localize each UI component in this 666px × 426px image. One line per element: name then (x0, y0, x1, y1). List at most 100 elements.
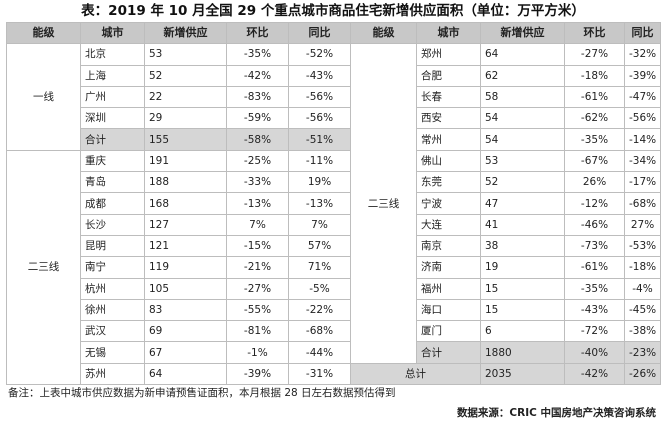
footnote: 备注：上表中城市供应数据为新申请预售证面积，本月根据 28 日左右数据预估得到 (8, 387, 396, 399)
supply-value: 19 (480, 256, 565, 279)
supply-value: 188 (144, 171, 227, 194)
mom-value: 26% (564, 171, 625, 194)
mom-value: -58% (226, 128, 289, 151)
yoy-value: -4% (624, 277, 661, 300)
city-name: 昆明 (80, 234, 145, 258)
table-row: 无锡 67 -1% -44% 合计 1880 -40% -23% (7, 341, 661, 364)
table-row: 广州 22 -83% -56% 长春 58 -61% -47% (7, 85, 661, 109)
yoy-value: -34% (624, 149, 661, 173)
supply-value: 69 (144, 320, 227, 343)
mom-value: -13% (226, 192, 289, 215)
yoy-value: -26% (624, 362, 661, 386)
table-row: 合计 155 -58% -51% 常州 54 -35% -14% (7, 128, 661, 151)
yoy-value: 27% (624, 213, 661, 236)
table-row: 二三线 重庆 191 -25% -11% 佛山 53 -67% -34% (6, 149, 661, 386)
supply-value: 67 (144, 341, 227, 364)
supply-value: 6 (480, 320, 565, 343)
grand-total-label: 总计 (350, 362, 481, 386)
supply-value: 119 (144, 256, 227, 279)
header-yoy: 同比 (288, 21, 351, 45)
mom-value: -72% (564, 320, 625, 343)
supply-value: 83 (144, 298, 227, 322)
supply-value: 64 (480, 43, 565, 66)
supply-value: 38 (480, 234, 565, 258)
mom-value: -27% (564, 43, 625, 66)
yoy-value: -68% (624, 192, 661, 215)
table-row: 深圳 29 -59% -56% 西安 54 -62% -56% (7, 107, 661, 130)
supply-value: 121 (144, 234, 227, 258)
city-name: 宁波 (416, 192, 481, 215)
mom-value: -33% (226, 171, 289, 194)
table-row: 苏州 64 -39% -31% 总计 2035 -42% -26% (7, 362, 661, 386)
yoy-value: -56% (288, 85, 351, 109)
yoy-value: -56% (288, 107, 351, 130)
mom-value: 7% (226, 213, 289, 236)
city-name: 成都 (80, 192, 145, 215)
tier-label-tier23: 二三线 (6, 149, 81, 386)
yoy-value: -32% (624, 43, 661, 66)
mom-value: -59% (226, 107, 289, 130)
yoy-value: -47% (624, 85, 661, 109)
supply-value: 29 (144, 107, 227, 130)
mom-value: -27% (226, 277, 289, 300)
supply-value: 22 (144, 85, 227, 109)
mom-value: -15% (226, 234, 289, 258)
header-yoy: 同比 (624, 21, 661, 45)
table-row: 南宁 119 -21% 71% 济南 19 -61% -18% (7, 256, 661, 279)
city-name: 青岛 (80, 171, 145, 194)
mom-value: -62% (564, 107, 625, 130)
table-row: 长沙 127 7% 7% 大连 41 -46% 27% (7, 213, 661, 236)
yoy-value: -5% (288, 277, 351, 300)
mom-value: -73% (564, 234, 625, 258)
yoy-value: -44% (288, 341, 351, 364)
yoy-value: -56% (624, 107, 661, 130)
yoy-value: -43% (288, 64, 351, 87)
mom-value: -61% (564, 85, 625, 109)
city-name: 杭州 (80, 277, 145, 300)
header-level: 能级 (350, 21, 417, 45)
mom-value: -42% (564, 362, 625, 386)
yoy-value: -13% (288, 192, 351, 215)
header-city: 城市 (416, 21, 481, 45)
subtotal-label: 合计 (80, 128, 145, 151)
supply-table: 能级 城市 新增供应 环比 同比 能级 城市 新增供应 环比 同比 一线 北京 53… (6, 21, 661, 386)
supply-value: 52 (144, 64, 227, 87)
mom-value: -46% (564, 213, 625, 236)
yoy-value: 57% (288, 234, 351, 258)
city-name: 郑州 (416, 43, 481, 66)
mom-value: -40% (564, 341, 625, 364)
city-name: 无锡 (80, 341, 145, 364)
mom-value: -83% (226, 85, 289, 109)
header-level: 能级 (6, 21, 81, 45)
city-name: 武汉 (80, 320, 145, 343)
city-name: 北京 (80, 43, 145, 66)
supply-value: 54 (480, 128, 565, 151)
yoy-value: -38% (624, 320, 661, 343)
mom-value: -42% (226, 64, 289, 87)
header-mom: 环比 (564, 21, 625, 45)
city-name: 苏州 (80, 362, 145, 386)
supply-value: 15 (480, 277, 565, 300)
supply-value: 64 (144, 362, 227, 386)
table-row: 昆明 121 -15% 57% 南京 38 -73% -53% (7, 234, 661, 258)
supply-value: 168 (144, 192, 227, 215)
mom-value: -12% (564, 192, 625, 215)
tier-label-tier23-right: 二三线 (350, 43, 417, 364)
city-name: 西安 (416, 107, 481, 130)
supply-value: 53 (144, 43, 227, 66)
yoy-value: -53% (624, 234, 661, 258)
yoy-value: -51% (288, 128, 351, 151)
supply-value: 15 (480, 298, 565, 322)
supply-value: 1880 (480, 341, 565, 364)
supply-value: 2035 (480, 362, 565, 386)
table-row: 成都 168 -13% -13% 宁波 47 -12% -68% (7, 192, 661, 215)
city-name: 合肥 (416, 64, 481, 87)
mom-value: -35% (564, 277, 625, 300)
supply-value: 53 (480, 149, 565, 173)
mom-value: -21% (226, 256, 289, 279)
city-name: 海口 (416, 298, 481, 322)
city-name: 广州 (80, 85, 145, 109)
city-name: 东莞 (416, 171, 481, 194)
city-name: 上海 (80, 64, 145, 87)
city-name: 福州 (416, 277, 481, 300)
